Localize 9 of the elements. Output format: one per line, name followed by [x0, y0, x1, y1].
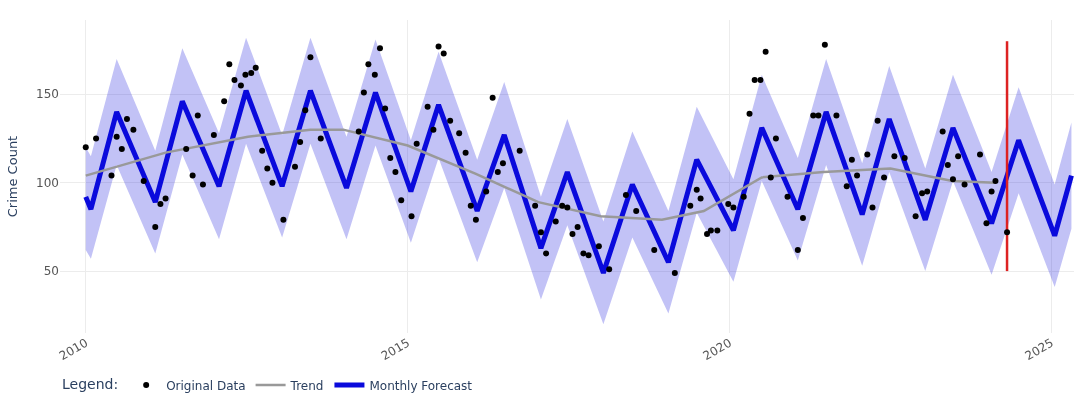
y-tick-label: 100 [36, 175, 59, 190]
y-tick-label: 50 [43, 264, 59, 279]
legend-label: Trend [289, 378, 324, 393]
line-series [84, 128, 997, 222]
legend-label: Monthly Forecast [369, 378, 473, 393]
y-axis-title: Crime Count [5, 135, 21, 218]
legend-label: Original Data [166, 378, 246, 393]
y-tick-label: 150 [36, 87, 59, 102]
legend-title: Legend: [62, 375, 119, 392]
